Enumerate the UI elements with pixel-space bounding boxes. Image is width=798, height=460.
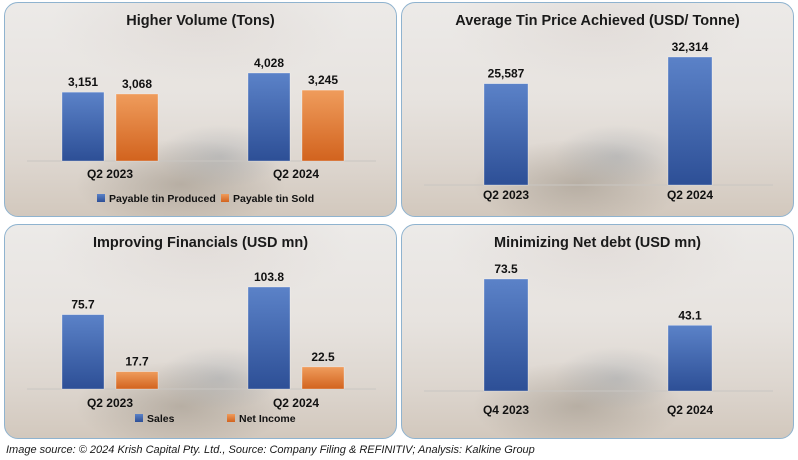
chart-financials: 75.7 103.8 17.7 22.5 Q2 2023 Q2 2024 Sales Net … [27, 270, 376, 425]
category-label: Q4 2023 [483, 403, 529, 417]
data-label: 4,028 [254, 56, 284, 70]
data-label: 103.8 [254, 270, 284, 284]
data-label: 17.7 [125, 355, 149, 369]
chart-panel-net-debt: Minimizing Net debt (USD mn) 73.5 43.1 Q4 … [401, 224, 794, 439]
data-label: 3,068 [122, 77, 152, 91]
data-label: 3,151 [68, 75, 98, 89]
chart-tin-price: 25,587 32,314 Q2 2023 Q2 2024 [424, 40, 773, 202]
bar [667, 56, 713, 186]
chart-panel-financials: Improving Financials (USD mn) 75.7 103.8 1… [4, 224, 397, 439]
data-label: 3,245 [308, 73, 338, 87]
legend-swatch [227, 414, 235, 422]
legend-label: Payable tin Sold [233, 193, 314, 205]
bar [247, 72, 291, 162]
category-label: Q2 2023 [87, 396, 133, 410]
chart-title: Improving Financials (USD mn) [92, 235, 309, 251]
data-label: 75.7 [71, 298, 95, 312]
data-label: 22.5 [311, 350, 335, 364]
category-label: Q2 2024 [273, 396, 319, 410]
data-label: 32,314 [672, 40, 709, 54]
bar [667, 325, 713, 392]
chart-panel-tin-price: Average Tin Price Achieved (USD/ Tonne) … [401, 2, 794, 217]
bar [115, 93, 159, 162]
bar [247, 286, 291, 390]
chart-panel-volume: Higher Volume (Tons) 3,151 4,028 3,068 3,24… [4, 2, 397, 217]
legend-label: Sales [147, 413, 175, 425]
bar [483, 278, 529, 392]
bar [61, 91, 105, 162]
legend-label: Net Income [239, 413, 296, 425]
chart-title: Higher Volume (Tons) [126, 13, 275, 29]
category-label: Q2 2023 [483, 188, 529, 202]
category-label: Q2 2024 [273, 167, 319, 181]
category-label: Q2 2024 [667, 188, 713, 202]
chart-title: Average Tin Price Achieved (USD/ Tonne) [455, 13, 740, 29]
legend-swatch [135, 414, 143, 422]
data-label: 43.1 [678, 308, 702, 322]
category-label: Q2 2023 [87, 167, 133, 181]
legend-swatch [97, 194, 105, 202]
chart-title: Minimizing Net debt (USD mn) [493, 235, 701, 251]
bar [61, 314, 105, 390]
category-label: Q2 2024 [667, 403, 713, 417]
bar [301, 366, 345, 390]
bar [301, 89, 345, 162]
source-note: Image source: © 2024 Krish Capital Pty. … [6, 444, 535, 456]
chart-net-debt: 73.5 43.1 Q4 2023 Q2 2024 [424, 262, 773, 417]
legend-swatch [221, 194, 229, 202]
bar [483, 83, 529, 186]
bar [115, 371, 159, 390]
data-label: 25,587 [488, 67, 525, 81]
chart-volume: 3,151 4,028 3,068 3,245 Q2 2023 Q2 2024 Payabl… [27, 56, 376, 205]
data-label: 73.5 [494, 262, 518, 276]
legend-label: Payable tin Produced [109, 193, 216, 205]
